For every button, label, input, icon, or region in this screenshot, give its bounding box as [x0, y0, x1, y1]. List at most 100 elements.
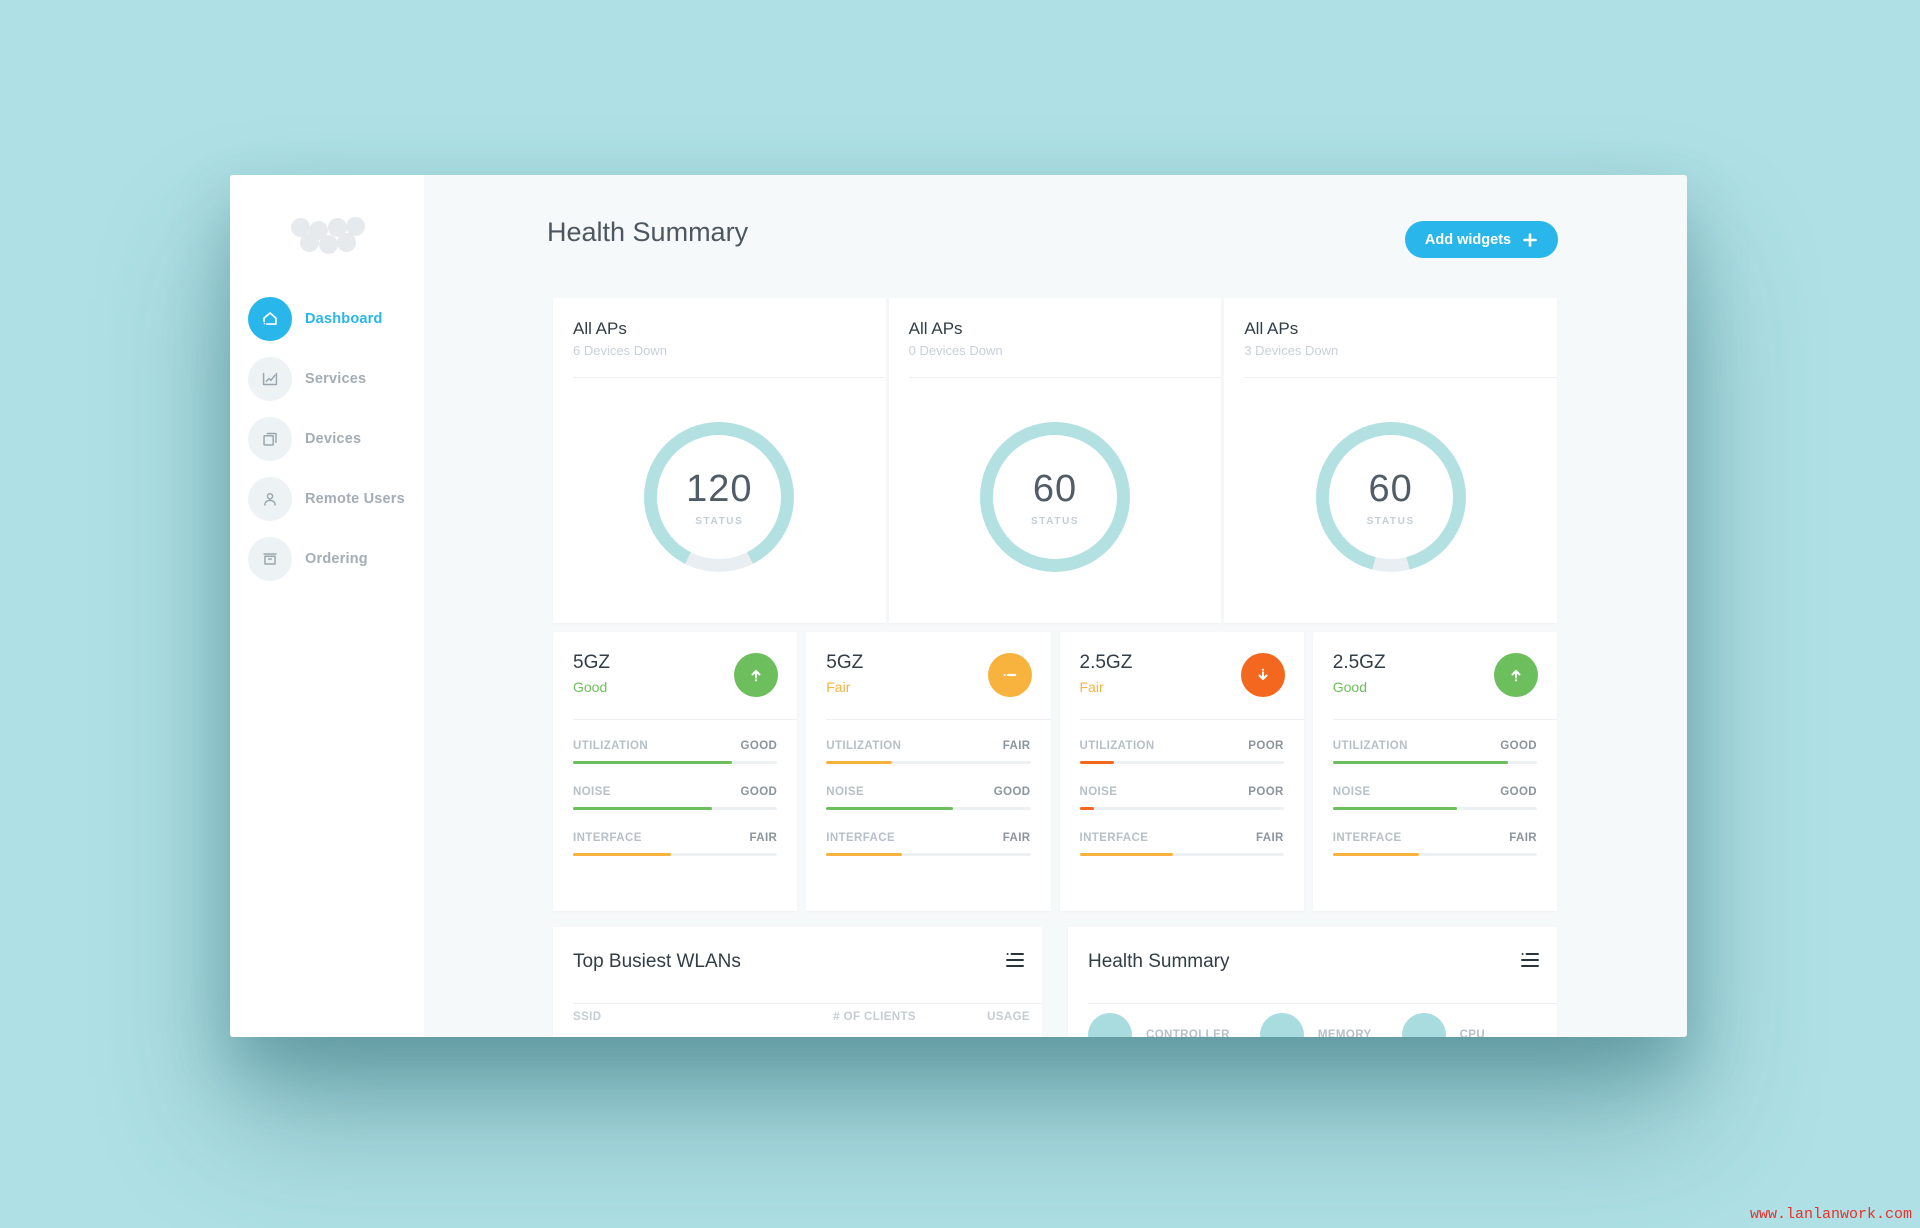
metric-bar	[1332, 807, 1537, 810]
gauge-circle	[1401, 1013, 1446, 1037]
metric-rating: GOOD	[1500, 786, 1537, 798]
divider	[1244, 377, 1558, 378]
band-title: 5GZ	[573, 652, 610, 673]
sidebar-item-label: Remote Users	[305, 491, 405, 507]
chart-icon	[248, 357, 292, 401]
column-clients: # OF CLIENTS	[833, 1011, 916, 1023]
metrics-list: UTILIZATION FAIR NOISE GOOD INTERFACE FAIR	[826, 740, 1031, 878]
metric-row: INTERFACE FAIR	[1332, 832, 1537, 856]
metric-row: NOISE GOOD	[826, 786, 1031, 810]
ap-panel-title: All APs	[573, 319, 627, 338]
metric-rating: FAIR	[749, 832, 778, 844]
health-item-label: CONTROLLER	[1146, 1029, 1230, 1037]
ap-panel-subtitle: 6 Devices Down	[573, 343, 667, 358]
metric-bar	[1079, 853, 1284, 856]
gauge-value: 60	[1032, 467, 1078, 510]
band-title: 2.5GZ	[1332, 652, 1386, 673]
column-usage: USAGE	[987, 1011, 1030, 1023]
sidebar-item-devices[interactable]: Devices	[230, 409, 424, 469]
metric-label: NOISE	[573, 786, 611, 798]
band-status: Fair	[826, 679, 851, 695]
metric-bar-fill	[826, 807, 953, 810]
sidebar-item-ordering[interactable]: Ordering	[230, 529, 424, 589]
trend-badge	[734, 653, 779, 697]
gauge-caption: STATUS	[695, 515, 744, 527]
card-title: Top Busiest WLANs	[573, 951, 741, 972]
gauge-value: 60	[1368, 467, 1413, 510]
metric-label: UTILIZATION	[573, 740, 649, 752]
metric-bar-fill	[826, 853, 902, 856]
card-menu-button[interactable]	[1004, 950, 1026, 973]
metric-rating: GOOD	[740, 786, 778, 798]
column-ssid: SSID	[573, 1011, 602, 1023]
metric-label: INTERFACE	[573, 832, 642, 844]
ap-panels-row: All APs 6 Devices Down 120 STATUS All APs 0 D…	[553, 298, 1558, 623]
band-title: 2.5GZ	[1079, 652, 1133, 673]
gauge-center: 60 STATUS	[993, 435, 1117, 559]
divider	[1079, 719, 1304, 720]
divider	[573, 1003, 1042, 1004]
metric-bar	[826, 853, 1031, 856]
status-gauge: 60 STATUS	[980, 422, 1130, 572]
devices-icon	[248, 417, 292, 461]
metric-label: UTILIZATION	[1332, 740, 1408, 752]
menu-icon	[1006, 953, 1024, 967]
sidebar-item-label: Ordering	[305, 551, 368, 567]
trend-badge	[1240, 653, 1285, 697]
band-title: 5GZ	[826, 652, 864, 673]
add-widgets-label: Add widgets	[1424, 231, 1512, 248]
metric-rating: GOOD	[740, 740, 778, 752]
metric-bar	[1079, 807, 1284, 810]
metric-bar-fill	[1079, 807, 1094, 810]
ap-panel: All APs 3 Devices Down 60 STATUS	[1224, 298, 1558, 623]
ap-panel-title: All APs	[908, 319, 963, 338]
metric-label: NOISE	[1079, 786, 1118, 798]
band-status: Good	[1332, 679, 1367, 695]
sidebar: Dashboard Services	[230, 175, 424, 1037]
sidebar-item-remote-users[interactable]: Remote Users	[230, 469, 424, 529]
metric-bar-fill	[1332, 807, 1458, 810]
divider	[573, 377, 886, 378]
gauge-caption: STATUS	[1030, 515, 1080, 527]
ap-panel-title: All APs	[1244, 319, 1299, 338]
sidebar-item-dashboard[interactable]: Dashboard	[230, 289, 424, 349]
card-menu-button[interactable]	[1519, 950, 1541, 973]
gauge-center: 60 STATUS	[1328, 435, 1453, 559]
metrics-list: UTILIZATION GOOD NOISE GOOD INTERFACE FAIR	[573, 740, 778, 878]
metric-label: INTERFACE	[826, 832, 896, 844]
watermark: www.lanlanwork.com	[1749, 1206, 1912, 1223]
metrics-list: UTILIZATION GOOD NOISE GOOD INTERFACE FAIR	[1332, 740, 1537, 878]
gauge-circle	[1259, 1013, 1304, 1037]
health-item-cpu: CPU	[1401, 1013, 1486, 1037]
health-item-label: MEMORY	[1317, 1029, 1372, 1037]
status-gauge: 60 STATUS	[1315, 422, 1466, 572]
band-cards-row: 5GZ Good UTILIZATION GOOD NOISE GOOD INTERFACE…	[553, 632, 1557, 911]
home-icon	[248, 297, 292, 341]
trend-down-icon	[1258, 668, 1268, 680]
card-title: Health Summary	[1088, 951, 1230, 972]
app-window: Dashboard Services	[230, 175, 1687, 1037]
metric-rating: GOOD	[993, 786, 1031, 798]
ordering-icon	[248, 537, 292, 581]
metric-row: INTERFACE FAIR	[826, 832, 1031, 856]
metric-bar-fill	[1079, 761, 1115, 764]
metric-row: UTILIZATION FAIR	[826, 740, 1031, 764]
ap-panel-subtitle: 3 Devices Down	[1244, 343, 1339, 358]
metric-rating: FAIR	[1002, 832, 1031, 844]
trend-badge	[987, 653, 1032, 697]
add-widgets-button[interactable]: Add widgets	[1405, 221, 1558, 258]
app-logo	[290, 217, 366, 254]
metric-label: INTERFACE	[1079, 832, 1149, 844]
metric-bar	[1332, 761, 1537, 764]
metric-bar	[1079, 761, 1284, 764]
sidebar-item-services[interactable]: Services	[230, 349, 424, 409]
band-status: Good	[573, 679, 608, 695]
status-gauge: 120 STATUS	[644, 422, 795, 572]
metric-label: NOISE	[826, 786, 865, 798]
menu-icon	[1521, 953, 1539, 967]
band-card: 5GZ Fair UTILIZATION FAIR NOISE GOOD INTERFACE…	[806, 632, 1051, 911]
metric-bar	[1332, 853, 1537, 856]
metric-rating: POOR	[1248, 786, 1284, 798]
health-item-label: CPU	[1459, 1029, 1486, 1037]
